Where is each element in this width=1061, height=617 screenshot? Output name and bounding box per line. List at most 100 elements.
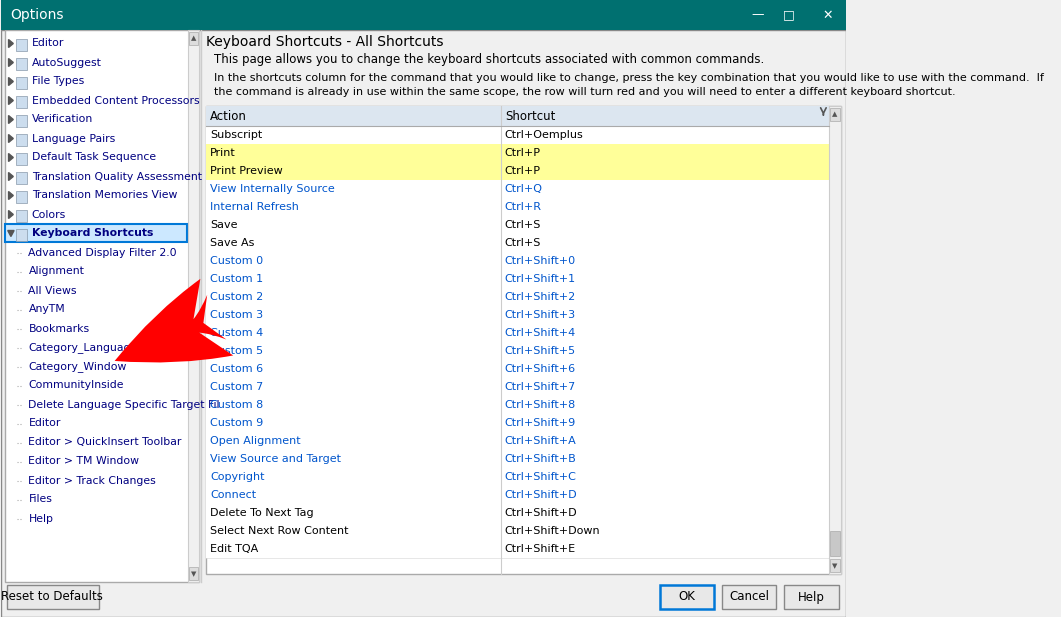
Text: Ctrl+Shift+9: Ctrl+Shift+9 [505,418,576,428]
Text: Editor > QuickInsert Toolbar: Editor > QuickInsert Toolbar [29,437,181,447]
FancyBboxPatch shape [16,96,27,107]
FancyBboxPatch shape [206,252,829,270]
Polygon shape [8,39,14,48]
Text: Save As: Save As [210,238,255,248]
FancyBboxPatch shape [206,270,829,288]
FancyBboxPatch shape [206,234,829,252]
FancyBboxPatch shape [206,144,829,162]
Polygon shape [8,96,14,104]
Text: Keyboard Shortcuts - All Shortcuts: Keyboard Shortcuts - All Shortcuts [206,35,443,49]
Text: Ctrl+Shift+A: Ctrl+Shift+A [505,436,576,446]
FancyBboxPatch shape [830,531,840,556]
FancyBboxPatch shape [1,0,846,30]
FancyBboxPatch shape [206,414,829,432]
Text: Editor > Track Changes: Editor > Track Changes [29,476,156,486]
FancyBboxPatch shape [4,30,198,582]
Text: ✕: ✕ [822,9,833,22]
Polygon shape [7,231,14,236]
Text: Ctrl+Shift+D: Ctrl+Shift+D [505,490,577,500]
Text: Editor > TM Window: Editor > TM Window [29,457,139,466]
Text: Ctrl+Shift+2: Ctrl+Shift+2 [505,292,576,302]
FancyBboxPatch shape [206,468,829,486]
Text: Files: Files [29,494,52,505]
FancyBboxPatch shape [16,115,27,126]
Text: Ctrl+Shift+6: Ctrl+Shift+6 [505,364,576,374]
Polygon shape [8,210,14,218]
FancyBboxPatch shape [206,342,829,360]
FancyBboxPatch shape [16,77,27,88]
Text: Custom 2: Custom 2 [210,292,263,302]
Text: the command is already in use within the same scope, the row will turn red and y: the command is already in use within the… [214,87,956,97]
Text: Ctrl+Shift+0: Ctrl+Shift+0 [505,256,576,266]
Text: CommunityInside: CommunityInside [29,381,124,391]
Polygon shape [8,135,14,143]
Text: Custom 1: Custom 1 [210,274,263,284]
Text: AutoSuggest: AutoSuggest [32,57,102,67]
Text: Select Next Row Content: Select Next Row Content [210,526,349,536]
FancyBboxPatch shape [206,106,829,126]
Text: ▲: ▲ [832,111,837,117]
Text: Ctrl+P: Ctrl+P [505,166,541,176]
FancyBboxPatch shape [5,224,187,242]
FancyBboxPatch shape [206,162,829,180]
FancyBboxPatch shape [16,210,27,222]
Text: Cancel: Cancel [729,590,769,603]
FancyBboxPatch shape [206,522,829,540]
Text: Category_LanguageCloud: Category_LanguageCloud [29,342,169,353]
FancyBboxPatch shape [206,432,829,450]
Polygon shape [8,154,14,162]
Text: Save: Save [210,220,238,230]
Text: Delete Language Specific Target Fil: Delete Language Specific Target Fil [29,399,220,410]
Text: Ctrl+Shift+D: Ctrl+Shift+D [505,508,577,518]
Text: Action: Action [210,109,247,123]
FancyBboxPatch shape [206,288,829,306]
Text: Ctrl+Shift+E: Ctrl+Shift+E [505,544,576,554]
Text: Edit TQA: Edit TQA [210,544,258,554]
FancyBboxPatch shape [723,585,777,609]
Text: All Views: All Views [29,286,77,296]
FancyBboxPatch shape [206,106,841,574]
Text: □: □ [783,9,795,22]
Text: Language Pairs: Language Pairs [32,133,115,144]
FancyBboxPatch shape [830,559,840,572]
Text: Custom 6: Custom 6 [210,364,263,374]
Text: Internal Refresh: Internal Refresh [210,202,299,212]
Text: Category_Window: Category_Window [29,361,127,372]
FancyBboxPatch shape [660,585,714,609]
Text: Ctrl+R: Ctrl+R [505,202,542,212]
FancyBboxPatch shape [16,57,27,70]
FancyBboxPatch shape [189,567,198,580]
Text: Reset to Defaults: Reset to Defaults [1,590,103,603]
Text: Ctrl+Shift+8: Ctrl+Shift+8 [505,400,576,410]
Text: Subscript: Subscript [210,130,262,140]
FancyBboxPatch shape [206,198,829,216]
Text: Ctrl+Shift+B: Ctrl+Shift+B [505,454,576,464]
Polygon shape [8,59,14,67]
FancyBboxPatch shape [206,540,829,558]
Text: This page allows you to change the keyboard shortcuts associated with common com: This page allows you to change the keybo… [214,54,764,67]
FancyBboxPatch shape [206,378,829,396]
Text: Custom 7: Custom 7 [210,382,263,392]
Text: Connect: Connect [210,490,256,500]
Text: Bookmarks: Bookmarks [29,323,89,334]
FancyBboxPatch shape [16,133,27,146]
FancyBboxPatch shape [189,32,198,45]
FancyBboxPatch shape [1,30,846,617]
Text: Embedded Content Processors: Embedded Content Processors [32,96,199,106]
Text: Verification: Verification [32,115,93,125]
Text: Ctrl+Q: Ctrl+Q [505,184,543,194]
Text: Ctrl+Shift+1: Ctrl+Shift+1 [505,274,576,284]
FancyBboxPatch shape [206,126,829,144]
Text: Help: Help [29,513,53,523]
FancyBboxPatch shape [206,216,829,234]
Text: Custom 0: Custom 0 [210,256,263,266]
Text: ▲: ▲ [191,35,196,41]
Text: Help: Help [798,590,824,603]
Text: Shortcut: Shortcut [505,109,555,123]
FancyBboxPatch shape [16,191,27,202]
Text: File Types: File Types [32,77,84,86]
Text: —: — [751,9,764,22]
Text: Open Alignment: Open Alignment [210,436,300,446]
Text: AnyTM: AnyTM [29,305,65,315]
Text: ▼: ▼ [832,563,837,569]
